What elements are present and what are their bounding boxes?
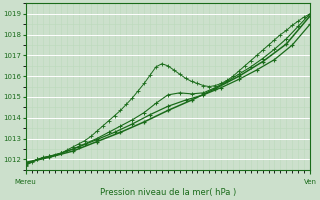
X-axis label: Pression niveau de la mer( hPa ): Pression niveau de la mer( hPa ) xyxy=(100,188,236,197)
